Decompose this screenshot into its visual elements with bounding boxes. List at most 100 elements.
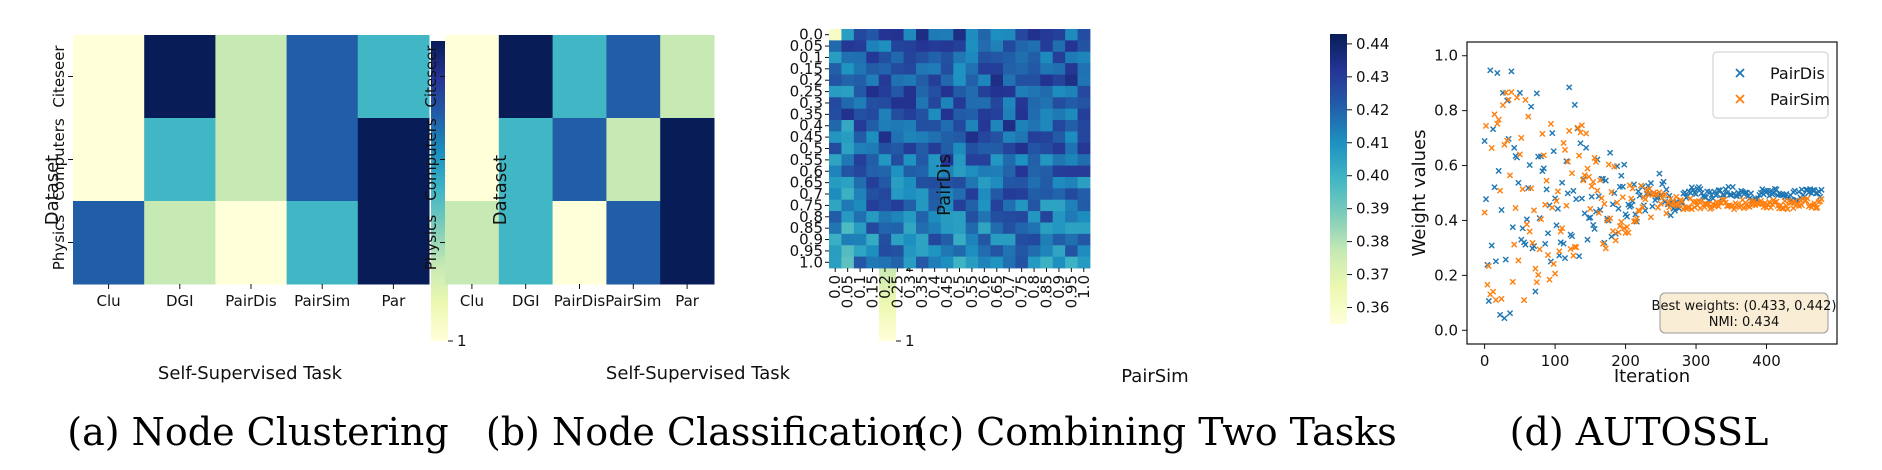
heatmap-cell [928, 85, 942, 98]
heatmap-cell [940, 211, 954, 223]
y-tick-label: 1.0 [799, 253, 823, 271]
heatmap-cell [866, 74, 880, 87]
heatmap-cell [841, 165, 855, 178]
marker-stroke [1818, 196, 1825, 203]
heatmap-cell [445, 35, 500, 119]
heatmap-cell [990, 245, 1004, 258]
heatmap-cell [1003, 142, 1016, 155]
marker-stroke [1577, 129, 1584, 136]
x-tick-label: Par [675, 292, 700, 310]
marker-stroke [1573, 244, 1580, 251]
y-tick-label: 0.65 [790, 174, 823, 192]
heatmap-cell [1015, 85, 1029, 98]
y-tick-label: 0.6 [799, 162, 823, 180]
marker-stroke [1742, 189, 1749, 196]
heatmap-cell [990, 74, 1004, 87]
marker-stroke [1566, 127, 1573, 134]
heatmap-cell [1027, 199, 1041, 212]
heatmap-cell [978, 40, 991, 53]
marker-stroke [1536, 246, 1543, 253]
marker-stroke [1494, 120, 1501, 127]
point-pairdis [1692, 190, 1700, 198]
point-pairdis [1542, 240, 1549, 247]
point-pairsim [1625, 229, 1632, 236]
marker-stroke [1724, 189, 1731, 197]
heatmap-cell [853, 142, 867, 155]
point-pairsim [1536, 246, 1543, 253]
marker-stroke [1585, 173, 1592, 180]
x-tick-labels: 0.00.050.10.150.20.250.30.350.40.450.50.… [826, 268, 1093, 308]
marker-stroke [1560, 139, 1567, 147]
marker-stroke [1629, 185, 1636, 192]
marker-stroke [1591, 225, 1598, 232]
point-pairsim [1605, 161, 1612, 168]
heatmap-cell [990, 222, 1004, 235]
y-tick-label: 0.85 [790, 219, 823, 237]
point-pairsim [1812, 204, 1819, 212]
marker-stroke [1726, 191, 1733, 198]
heatmap-cell [990, 29, 1004, 41]
marker-stroke [1625, 229, 1632, 236]
marker-stroke [1490, 126, 1497, 133]
x-tick-label: DGI [166, 292, 194, 310]
heatmap-cell [853, 51, 867, 64]
point-pairdis [1543, 186, 1550, 193]
heatmap-cell [990, 108, 1004, 121]
point-pairsim [1573, 244, 1580, 251]
point-pairsim [1488, 144, 1495, 152]
marker-stroke [1618, 172, 1625, 179]
heatmap-cell [878, 154, 892, 166]
marker-stroke [1519, 186, 1526, 193]
heatmap-cell [953, 199, 967, 212]
heatmap-cell [903, 85, 917, 98]
heatmap-cell [878, 222, 892, 235]
heatmap-cell [916, 165, 929, 178]
scatter-points [1481, 67, 1825, 322]
caption-b: (b) Node Classification [486, 410, 926, 454]
heatmap-cell [1077, 120, 1091, 132]
marker-stroke [1518, 236, 1525, 243]
heatmap-cell [916, 176, 929, 189]
marker-stroke [1692, 190, 1700, 198]
heatmap-cell [990, 97, 1004, 110]
heatmap-cell [853, 97, 867, 110]
marker-stroke [1547, 120, 1554, 127]
marker-stroke [1773, 186, 1780, 193]
marker-stroke [1746, 195, 1753, 202]
heatmap-cell [1015, 154, 1029, 166]
heatmap-cell [1003, 40, 1016, 53]
marker-stroke [1584, 236, 1591, 243]
point-pairsim [1597, 177, 1604, 184]
marker-stroke [1590, 221, 1597, 229]
point-pairsim [1518, 134, 1525, 141]
marker-stroke [1638, 182, 1645, 189]
heatmap-cell [829, 176, 842, 189]
heatmap-cell [829, 211, 842, 223]
point-pairsim [1537, 216, 1545, 223]
annotation-line-2: NMI: 0.434 [1709, 315, 1780, 330]
point-pairdis [1522, 241, 1529, 248]
heatmap-cell [953, 245, 967, 258]
point-pairsim [1818, 196, 1825, 203]
heatmap-cell [1040, 40, 1054, 53]
heatmap-cell [903, 120, 917, 132]
marker-stroke [1498, 295, 1505, 302]
heatmap-cell [928, 74, 942, 87]
y-tick-label: 0.4 [1434, 211, 1458, 229]
point-pairdis [1566, 84, 1573, 91]
heatmap-cell [903, 142, 917, 155]
point-pairsim [1618, 218, 1625, 225]
heatmap-cell [1065, 131, 1078, 144]
point-pairdis [1621, 161, 1628, 168]
x-tick-label: Par [382, 292, 407, 310]
marker-stroke [1818, 186, 1825, 193]
heatmap-cell [1027, 233, 1041, 246]
marker-stroke [1492, 296, 1499, 304]
marker-stroke [1506, 310, 1514, 317]
x-tick-label: 0.0 [826, 275, 844, 299]
heatmap-cell [990, 40, 1004, 53]
heatmap-cell [1003, 131, 1016, 144]
heatmap-cell [891, 154, 904, 166]
heatmap-cell [144, 35, 216, 119]
heatmap-cell [1003, 222, 1016, 235]
